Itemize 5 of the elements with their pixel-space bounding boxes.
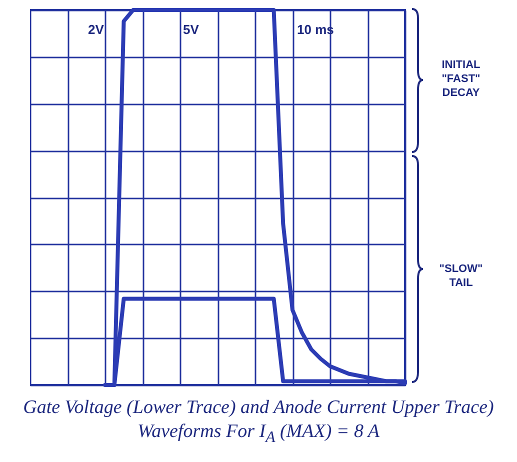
text: "SLOW" TAIL (438, 262, 484, 290)
annotation: 5V (183, 22, 199, 37)
text: INITIAL "FAST" DECAY (440, 58, 482, 100)
annotation: 2V (88, 22, 104, 37)
text: Gate Voltage (Lower Trace) and Anode Current Upper Trace) Waveforms For I$_{A}$ (MAX) = 8 A (22, 396, 495, 448)
